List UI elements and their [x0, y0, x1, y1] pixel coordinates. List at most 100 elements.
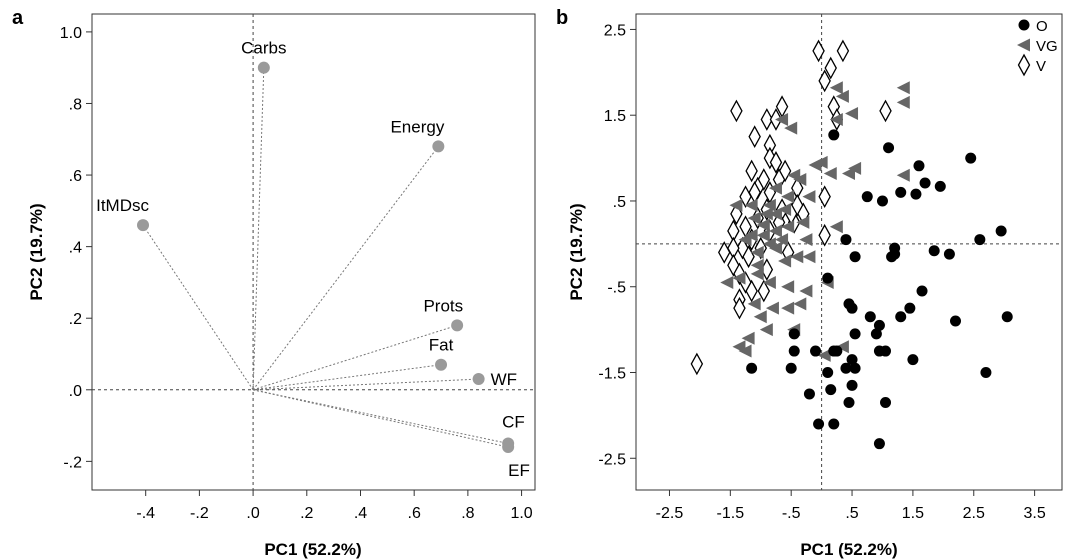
- panel-b-y-tick-label: -2.5: [598, 451, 626, 468]
- panel-a-x-tick-label: .6: [408, 505, 421, 522]
- data-point-v: [745, 279, 758, 303]
- panel-b-y-tick-label: .5: [613, 194, 626, 211]
- data-point-o: [913, 160, 925, 172]
- panel-b-y-tick-label: 2.5: [604, 22, 626, 39]
- loading-label: WF: [491, 370, 517, 389]
- data-point-o: [846, 379, 858, 391]
- data-point-vg: [768, 181, 782, 195]
- data-point-vg: [768, 207, 782, 221]
- data-point-vg: [750, 258, 764, 272]
- panel-b-y-tick-label: -1.5: [598, 366, 626, 383]
- panel-b-x-tick-label: 3.5: [1023, 505, 1045, 522]
- data-point-vg: [814, 155, 828, 169]
- loading-label: CF: [502, 412, 525, 431]
- data-point-vg: [750, 245, 764, 259]
- data-point-o: [916, 285, 928, 297]
- panel-b-reference-lines: [636, 14, 1062, 490]
- panel-a-x-tick-label: 1.0: [510, 505, 532, 522]
- data-point-vg: [781, 220, 795, 234]
- data-point-vg: [747, 297, 761, 311]
- data-point-o: [895, 311, 907, 323]
- data-point-vg: [741, 331, 755, 345]
- panel-b-y-axis-title: PC2 (19.7%): [567, 203, 586, 300]
- panel-a-x-tick-label: -.2: [190, 505, 209, 522]
- data-point-o: [746, 362, 758, 374]
- data-point-vg: [835, 340, 849, 354]
- loading-vector: [252, 389, 509, 448]
- data-point-vg: [896, 168, 910, 182]
- data-point-vg: [784, 121, 798, 135]
- data-point-v: [730, 99, 743, 123]
- data-point-vg: [768, 241, 782, 255]
- panel-a-y-tick-label: 1.0: [60, 25, 82, 42]
- panel-a-plot-frame: [91, 13, 536, 491]
- panel-a-x-tick-label: -.4: [136, 505, 155, 522]
- data-point-v: [757, 279, 771, 303]
- data-point-vg: [796, 215, 810, 229]
- data-point-v: [818, 223, 831, 247]
- panel-b-label: b: [556, 7, 568, 29]
- data-point-vg: [720, 275, 734, 289]
- data-point-o: [883, 142, 895, 154]
- data-point-v: [718, 241, 731, 264]
- data-point-o: [965, 152, 977, 164]
- data-point-vg: [775, 112, 789, 126]
- data-point-v: [745, 159, 758, 183]
- loading-vector: [253, 364, 442, 391]
- panel-b-y-tick-label: 1.5: [604, 108, 626, 125]
- data-point-vg: [759, 323, 773, 337]
- panel-b: b PC1 (52.2%) PC2 (19.7%) -2.5 -1.5 -.5 .5 1…: [556, 7, 1063, 559]
- panel-b-plot-frame: [635, 13, 1063, 491]
- data-point-o: [873, 319, 885, 331]
- loading-vector: [252, 389, 509, 444]
- panel-b-x-axis-title: PC1 (52.2%): [800, 540, 897, 559]
- data-point-vg: [750, 267, 764, 281]
- loading-vector: [252, 146, 439, 391]
- legend-label-o: O: [1036, 18, 1048, 35]
- panel-b-marks: [690, 39, 1013, 450]
- panel-b-x-tick-label: -1.5: [717, 505, 745, 522]
- panel-a-y-tick-label: .2: [69, 311, 82, 328]
- loading-point: [451, 319, 464, 332]
- data-point-o: [810, 345, 822, 357]
- legend-marker-o: [1018, 19, 1030, 31]
- data-point-vg: [835, 89, 849, 103]
- legend-label-v: V: [1036, 58, 1046, 75]
- loading-label: Energy: [390, 117, 444, 136]
- data-point-o: [846, 302, 858, 314]
- panel-a-marks: Carbs Energy ItMDsc Prots Fat WF CF EF: [96, 39, 530, 480]
- data-point-o: [840, 234, 852, 246]
- data-point-o: [803, 388, 815, 400]
- data-point-v: [824, 56, 837, 80]
- data-point-vg: [747, 211, 761, 225]
- data-point-o: [828, 129, 840, 141]
- data-point-v: [690, 352, 704, 376]
- data-point-vg: [778, 203, 792, 217]
- data-point-o: [943, 248, 955, 260]
- data-point-o: [919, 177, 931, 189]
- panel-b-x-tick-label: -2.5: [656, 505, 684, 522]
- panel-a-x-tick-label: .2: [300, 505, 313, 522]
- data-point-o: [907, 354, 919, 366]
- panel-a-reference-lines: [92, 14, 535, 490]
- data-point-o: [934, 180, 946, 192]
- data-point-vg: [845, 106, 859, 120]
- data-point-o: [788, 328, 800, 340]
- loading-label: Carbs: [241, 39, 286, 58]
- panel-b-x-tick-label: -.5: [782, 505, 801, 522]
- panel-a-y-axis-title: PC2 (19.7%): [27, 203, 46, 300]
- data-point-vg: [802, 190, 816, 204]
- data-point-vg: [778, 254, 792, 268]
- data-point-v: [836, 39, 850, 63]
- data-point-vg: [790, 250, 804, 264]
- data-point-o: [880, 397, 892, 409]
- loading-vector: [253, 378, 479, 391]
- panel-a-y-tick-label: .8: [69, 96, 82, 113]
- data-point-o: [895, 186, 907, 198]
- loading-vector: [252, 324, 458, 391]
- panel-a-y-tick-label: .0: [69, 383, 82, 400]
- data-point-o: [995, 225, 1007, 237]
- data-point-o: [873, 438, 885, 450]
- loading-label: Fat: [429, 336, 454, 355]
